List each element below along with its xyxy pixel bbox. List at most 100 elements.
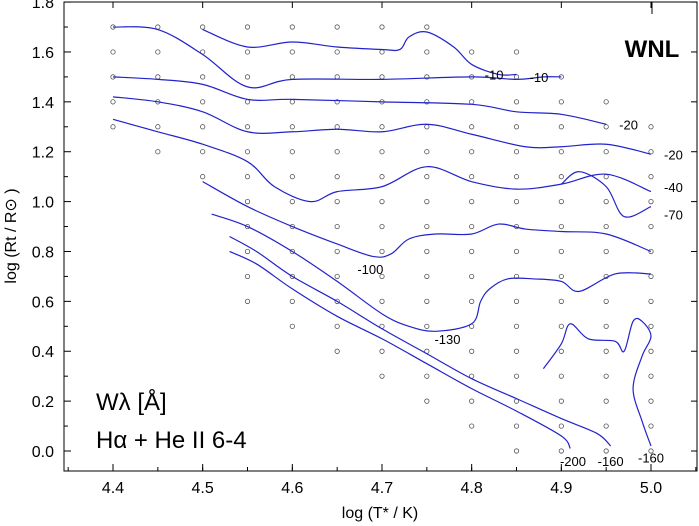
- grid-point: [513, 323, 520, 329]
- grid-point: [648, 423, 654, 429]
- contour-line: [229, 250, 571, 449]
- contour-line: [112, 76, 607, 125]
- grid-point: [334, 174, 340, 180]
- grid-point: [155, 49, 161, 55]
- annotation-line-1: Wλ [Å]: [96, 388, 167, 416]
- grid-point: [648, 448, 654, 454]
- contour-line: [112, 96, 652, 155]
- grid-point: [289, 323, 295, 329]
- grid-point: [648, 348, 654, 354]
- grid-point: [469, 298, 475, 304]
- contour-label: -10: [530, 70, 549, 85]
- grid-point: [424, 74, 430, 80]
- grid-point: [424, 24, 430, 30]
- grid-point: [424, 323, 430, 329]
- grid-point: [110, 124, 116, 130]
- x-tick-label: 4.7: [371, 480, 393, 497]
- grid-point: [513, 149, 520, 155]
- grid-point: [648, 223, 654, 230]
- contour-label: -20: [619, 118, 638, 133]
- grid-point: [289, 74, 295, 80]
- grid-point: [289, 248, 295, 255]
- grid-point: [424, 49, 430, 55]
- y-tick-label: 1.4: [32, 95, 54, 112]
- grid-point: [379, 273, 385, 280]
- grid-point: [289, 149, 295, 155]
- grid-point: [424, 124, 430, 130]
- plot-frame: [63, 1, 698, 472]
- grid-point: [110, 99, 116, 105]
- contour-label: -160: [638, 450, 664, 465]
- grid-point: [469, 273, 475, 280]
- grid-point: [513, 448, 520, 454]
- grid-point: [513, 99, 520, 105]
- grid-point: [469, 199, 475, 205]
- grid-point: [334, 298, 340, 304]
- grid-point: [558, 298, 564, 304]
- grid-point: [379, 199, 385, 205]
- contour-line: [202, 181, 652, 258]
- grid-point: [244, 298, 251, 304]
- grid-point: [469, 174, 475, 180]
- grid-point: [603, 149, 609, 155]
- grid-point: [603, 99, 609, 105]
- grid-point: [603, 348, 609, 354]
- grid-point: [513, 174, 520, 180]
- grid-point: [424, 174, 430, 180]
- grid-point: [334, 99, 340, 105]
- grid-point: [424, 298, 430, 304]
- grid-point: [603, 398, 609, 404]
- grid-point: [558, 448, 564, 454]
- grid-point: [648, 248, 654, 255]
- grid-point: [513, 74, 520, 80]
- y-tick-label: 0.0: [32, 444, 54, 461]
- grid-point: [513, 298, 520, 304]
- grid-point: [424, 398, 430, 404]
- grid-point: [289, 99, 295, 105]
- grid-point: [558, 373, 564, 379]
- contour-label: -20: [664, 147, 683, 162]
- contour-label: -130: [434, 332, 460, 347]
- y-tick-label: 1.2: [32, 145, 54, 162]
- grid-point: [334, 149, 340, 155]
- grid-point: [648, 298, 654, 304]
- grid-point: [200, 174, 206, 180]
- contour-line: [560, 171, 652, 218]
- contour-label: -70: [664, 207, 683, 222]
- grid-point: [155, 149, 161, 155]
- contour-label: -10: [485, 68, 504, 83]
- grid-point: [424, 373, 430, 379]
- grid-point: [200, 99, 206, 105]
- grid-point: [244, 99, 251, 105]
- annotation-line-2: Hα + He II 6-4: [96, 427, 247, 454]
- grid-point: [379, 49, 385, 55]
- grid-point: [334, 273, 340, 280]
- grid-point: [379, 149, 385, 155]
- grid-point: [603, 124, 609, 130]
- grid-point: [648, 373, 654, 379]
- grid-point: [289, 273, 295, 280]
- grid-point: [469, 348, 475, 354]
- grid-point: [334, 124, 340, 130]
- x-tick-label: 4.4: [102, 480, 124, 497]
- model-grid-points: [110, 24, 654, 454]
- grid-point: [244, 149, 251, 155]
- grid-point: [244, 124, 251, 130]
- grid-point: [513, 348, 520, 354]
- grid-point: [379, 298, 385, 304]
- grid-point: [334, 323, 340, 329]
- grid-point: [244, 49, 251, 55]
- grid-point: [289, 199, 295, 205]
- grid-point: [379, 24, 385, 30]
- grid-point: [334, 74, 340, 80]
- contour-lines: [112, 26, 652, 449]
- grid-point: [603, 323, 609, 329]
- grid-point: [244, 273, 251, 280]
- grid-point: [379, 124, 385, 130]
- grid-point: [558, 273, 564, 280]
- grid-point: [379, 373, 385, 379]
- grid-point: [603, 223, 609, 230]
- grid-point: [558, 99, 564, 105]
- grid-point: [424, 99, 430, 105]
